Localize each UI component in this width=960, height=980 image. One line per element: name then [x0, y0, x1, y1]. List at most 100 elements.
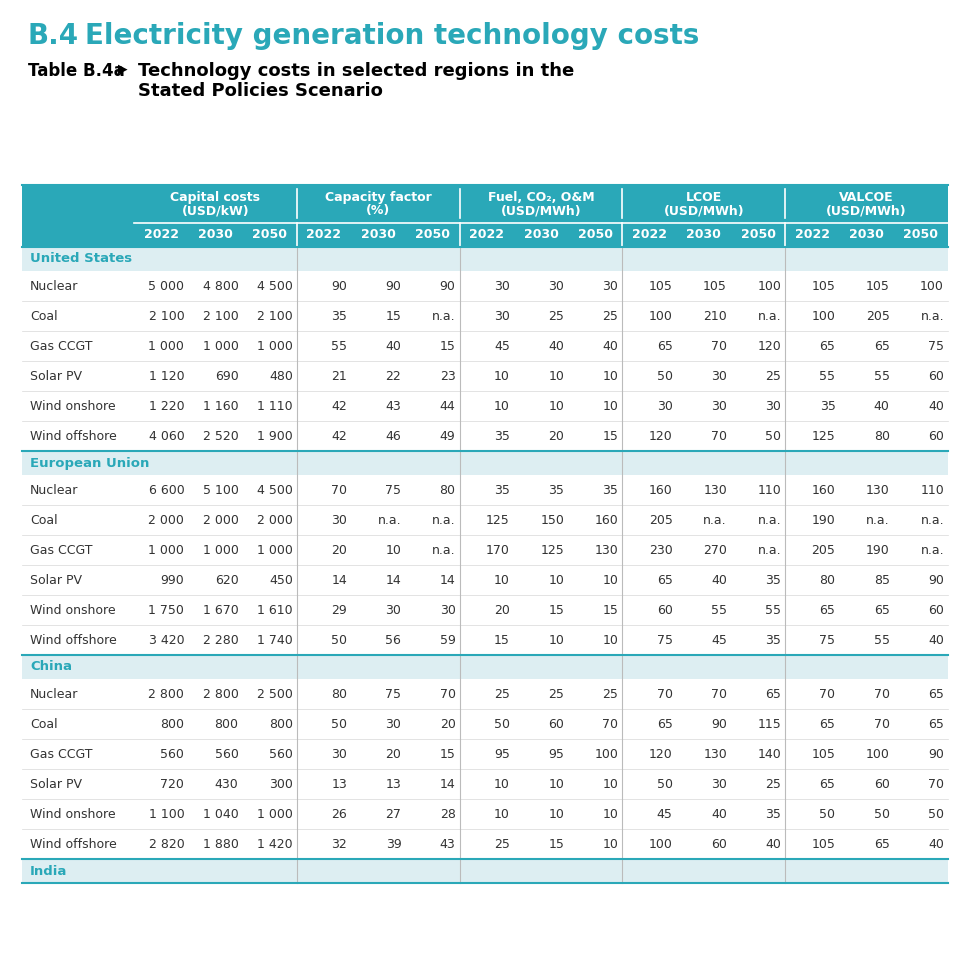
Text: 10: 10 [603, 573, 618, 586]
Text: 80: 80 [331, 688, 348, 701]
Text: 70: 70 [711, 339, 727, 353]
Text: 20: 20 [548, 429, 564, 443]
Text: 28: 28 [440, 808, 456, 820]
Text: 50: 50 [657, 369, 673, 382]
Text: (%): (%) [366, 205, 391, 218]
Text: (USD/MWh): (USD/MWh) [663, 205, 744, 218]
Text: Technology costs in selected regions in the: Technology costs in selected regions in … [138, 62, 574, 80]
Text: 5 000: 5 000 [148, 279, 184, 292]
Text: 55: 55 [331, 339, 348, 353]
Text: 2022: 2022 [795, 228, 829, 241]
Bar [22, 505, 948, 535]
Text: 2 100: 2 100 [149, 310, 184, 322]
Text: 1 000: 1 000 [257, 808, 293, 820]
Text: 1 670: 1 670 [203, 604, 238, 616]
Text: 25: 25 [603, 310, 618, 322]
Text: 70: 70 [874, 688, 890, 701]
Text: 35: 35 [820, 400, 835, 413]
Text: LCOE: LCOE [685, 191, 722, 205]
Text: 6 600: 6 600 [149, 483, 184, 497]
Text: 1 900: 1 900 [257, 429, 293, 443]
Text: 160: 160 [594, 514, 618, 526]
Text: 70: 70 [711, 429, 727, 443]
Text: 59: 59 [440, 633, 456, 647]
Text: 1 100: 1 100 [149, 808, 184, 820]
Bar [22, 451, 948, 475]
Text: 13: 13 [331, 777, 348, 791]
Text: 190: 190 [812, 514, 835, 526]
Text: 65: 65 [928, 717, 944, 730]
Text: 2 520: 2 520 [203, 429, 238, 443]
Text: 130: 130 [594, 544, 618, 557]
Bar [22, 185, 948, 247]
Text: 42: 42 [331, 429, 348, 443]
Text: 27: 27 [386, 808, 401, 820]
Text: B.4: B.4 [28, 22, 79, 50]
Text: 2 820: 2 820 [149, 838, 184, 851]
Text: 130: 130 [703, 483, 727, 497]
Text: 2022: 2022 [306, 228, 342, 241]
Text: 65: 65 [657, 573, 673, 586]
Text: 15: 15 [548, 838, 564, 851]
Text: 60: 60 [928, 369, 944, 382]
Text: 50: 50 [331, 633, 348, 647]
Text: 21: 21 [331, 369, 348, 382]
Text: 50: 50 [331, 717, 348, 730]
Text: 80: 80 [440, 483, 456, 497]
Text: 85: 85 [874, 573, 890, 586]
Text: 75: 75 [657, 633, 673, 647]
Text: 55: 55 [765, 604, 781, 616]
Text: 1 000: 1 000 [203, 339, 238, 353]
Text: 1 420: 1 420 [257, 838, 293, 851]
Text: 100: 100 [920, 279, 944, 292]
Text: 10: 10 [548, 369, 564, 382]
Text: 105: 105 [811, 748, 835, 760]
Text: 2050: 2050 [578, 228, 612, 241]
Text: 125: 125 [812, 429, 835, 443]
Text: Solar PV: Solar PV [30, 369, 82, 382]
Text: 10: 10 [494, 573, 510, 586]
Text: 1 750: 1 750 [149, 604, 184, 616]
Text: 100: 100 [811, 310, 835, 322]
Text: 40: 40 [928, 838, 944, 851]
Text: 43: 43 [386, 400, 401, 413]
Text: 26: 26 [331, 808, 348, 820]
Text: 25: 25 [765, 369, 781, 382]
Text: Wind offshore: Wind offshore [30, 429, 117, 443]
Text: 60: 60 [548, 717, 564, 730]
Text: 90: 90 [386, 279, 401, 292]
Text: 30: 30 [711, 777, 727, 791]
Text: 35: 35 [494, 429, 510, 443]
Text: 25: 25 [548, 310, 564, 322]
Text: 2 500: 2 500 [257, 688, 293, 701]
Text: Solar PV: Solar PV [30, 777, 82, 791]
Text: 15: 15 [494, 633, 510, 647]
Text: 25: 25 [603, 688, 618, 701]
Text: 2022: 2022 [632, 228, 667, 241]
Text: n.a.: n.a. [866, 514, 890, 526]
Text: 20: 20 [494, 604, 510, 616]
Text: 10: 10 [548, 573, 564, 586]
Text: 55: 55 [711, 604, 727, 616]
Text: ▶: ▶ [118, 62, 128, 75]
Text: 1 220: 1 220 [149, 400, 184, 413]
Bar [22, 769, 948, 799]
Text: 60: 60 [874, 777, 890, 791]
Text: 70: 70 [657, 688, 673, 701]
Text: Nuclear: Nuclear [30, 279, 79, 292]
Text: 50: 50 [765, 429, 781, 443]
Text: 130: 130 [703, 748, 727, 760]
Text: 60: 60 [657, 604, 673, 616]
Text: n.a.: n.a. [921, 514, 944, 526]
Bar [22, 799, 948, 829]
Text: 65: 65 [820, 777, 835, 791]
Text: 4 060: 4 060 [149, 429, 184, 443]
Text: 14: 14 [331, 573, 348, 586]
Text: Coal: Coal [30, 310, 58, 322]
Text: n.a.: n.a. [757, 544, 781, 557]
Text: 65: 65 [820, 339, 835, 353]
Text: 3 420: 3 420 [149, 633, 184, 647]
Text: 30: 30 [603, 279, 618, 292]
Text: 10: 10 [603, 369, 618, 382]
Text: 1 000: 1 000 [203, 544, 238, 557]
